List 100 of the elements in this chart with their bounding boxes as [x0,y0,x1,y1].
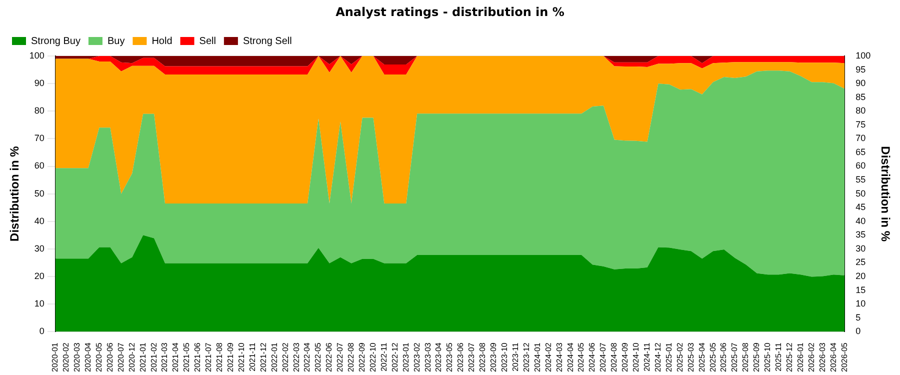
x-tick-label: 2022-08 [346,342,356,372]
y2-tick-label: 95 [856,64,866,74]
y-tick-label: 70 [34,133,44,144]
x-tick-label: 2022-06 [324,342,334,372]
x-tick-label: 2020-02 [62,342,71,372]
y2-tick-label: 0 [856,326,861,336]
legend-label: Strong Sell [242,36,292,47]
x-tick-label: 2022-10 [368,342,378,372]
y-tick-label: 30 [34,243,44,254]
y2-tick-label: 90 [856,78,866,88]
x-tick-label: 2021-11 [248,342,257,372]
x-tick-label: 2024-09 [620,342,630,372]
x-tick-label: 2021-04 [171,342,180,372]
x-tick-label: 2023-01 [401,342,410,372]
x-tick-label: 2021-07 [204,342,214,372]
x-tick-label: 2024-08 [610,342,619,372]
x-tick-label: 2022-07 [336,342,345,372]
y2-tick-label: 5 [856,312,861,322]
x-tick-label: 2024-05 [576,342,586,372]
x-tick-label: 2020-06 [105,342,114,372]
y2-tick-label: 20 [856,270,866,281]
y-tick-label: 0 [39,326,44,336]
y2-tick-label: 80 [856,106,866,116]
x-tick-label: 2024-10 [632,342,641,372]
x-tick-label: 2023-11 [510,342,520,372]
x-tick-label: 2021-05 [182,342,192,372]
y-tick-label: 20 [34,270,44,281]
y2-axis-title: Distribution in % [878,146,892,242]
y-tick-label: 90 [34,78,44,88]
x-tick-label: 2020-04 [84,342,92,372]
y2-tick-label: 25 [856,257,866,268]
x-tick-label: 2021-08 [215,342,224,372]
x-tick-label: 2025-12 [784,342,794,372]
y-tick-label: 100 [29,50,44,60]
x-tick-label: 2021-02 [149,342,158,372]
x-tick-label: 2025-01 [664,342,674,372]
x-tick-label: 2021-03 [160,342,170,372]
x-tick-label: 2025-06 [719,342,728,372]
x-tick-label: 2021-10 [236,342,246,372]
y2-tick-label: 30 [856,243,866,254]
legend-label: Buy [107,36,125,47]
x-tick-label: 2025-11 [774,342,784,372]
x-tick-label: 2026-05 [840,342,849,372]
x-tick-label: 2020-01 [50,342,60,372]
x-tick-label: 2025-02 [675,342,684,372]
y2-tick-label: 70 [856,133,866,144]
y2-tick-label: 10 [856,298,866,309]
x-tick-label: 2023-09 [489,342,498,372]
x-tick-label: 2022-04 [302,342,312,372]
y-axis-title: Distribution in % [8,146,22,242]
x-tick-label: 2025-08 [741,342,750,372]
x-tick-label: 2026-02 [806,342,816,372]
x-tick-label: 2026-03 [818,342,827,372]
x-tick-label: 2023-06 [456,342,466,372]
x-tick-label: 2024-04 [566,342,575,372]
x-tick-label: 2023-07 [467,342,476,372]
y-tick-label: 10 [34,298,44,309]
x-tick-label: 2025-07 [730,342,740,372]
y2-tick-label: 85 [856,92,866,102]
x-tick-label: 2020-03 [72,342,82,372]
legend-label: Strong Buy [31,36,80,47]
x-tick-label: 2026-04 [828,342,838,372]
x-tick-label: 2024-12 [653,342,662,372]
x-tick-label: 2024-11 [642,342,652,372]
x-tick-label: 2020-05 [94,342,104,372]
y2-tick-label: 35 [856,230,866,240]
legend-label: Hold [152,36,172,47]
x-tick-label: 2023-10 [500,342,510,372]
y2-tick-label: 40 [856,216,866,226]
x-tick-label: 2022-05 [314,342,323,372]
x-tick-label: 2021-01 [138,342,148,372]
x-tick-label: 2021-09 [226,342,235,372]
x-tick-label: 2025-03 [686,342,696,372]
x-tick-label: 2022-09 [358,342,367,372]
x-tick-label: 2023-05 [445,342,454,372]
x-tick-label: 2025-09 [752,342,762,372]
x-tick-label: 2022-11 [379,342,388,372]
y2-tick-label: 45 [856,202,866,212]
x-tick-label: 2021-06 [193,342,202,372]
x-tick-label: 2020-12 [127,342,136,372]
x-tick-label: 2024-02 [544,342,553,372]
y-tick-label: 40 [34,216,44,226]
x-tick-label: 2020-07 [116,342,126,372]
x-tick-label: 2025-04 [697,342,706,372]
y2-tick-label: 55 [856,174,866,185]
x-tick-label: 2024-01 [532,342,542,372]
x-tick-label: 2024-06 [588,342,597,372]
x-tick-label: 2025-05 [708,342,718,372]
x-tick-label: 2023-03 [423,342,432,372]
y-tick-label: 50 [34,188,44,198]
x-tick-label: 2022-12 [390,342,400,372]
y2-tick-label: 15 [856,284,866,295]
x-tick-label: 2022-03 [292,342,301,372]
x-tick-label: 2023-04 [434,342,444,372]
y2-tick-label: 60 [856,160,866,171]
x-tick-label: 2022-02 [280,342,290,372]
x-tick-label: 2022-01 [270,342,279,372]
x-tick-label: 2024-07 [598,342,608,372]
y-tick-label: 80 [34,106,44,116]
chart-title: Analyst ratings - distribution in % [334,5,566,19]
